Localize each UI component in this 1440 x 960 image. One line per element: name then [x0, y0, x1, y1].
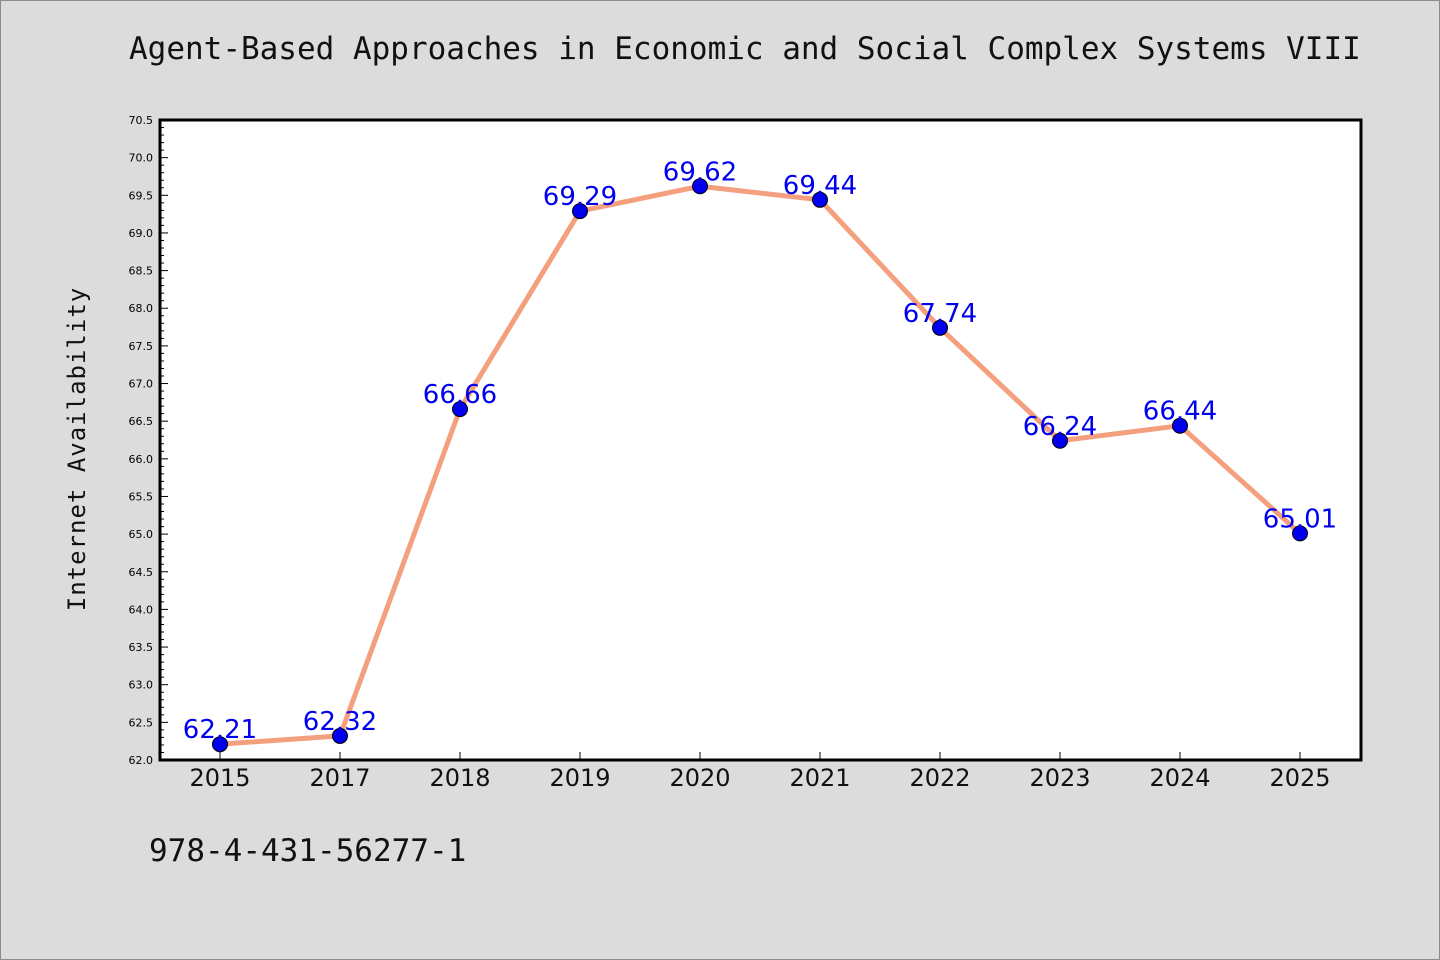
data-label: 69.29 — [543, 182, 617, 212]
plot-background — [160, 120, 1361, 760]
data-label: 62.32 — [303, 707, 377, 737]
y-tick-label: 65.5 — [129, 490, 154, 503]
y-tick-label: 67.0 — [129, 378, 154, 391]
y-tick-label: 70.5 — [129, 114, 154, 127]
data-point — [452, 401, 468, 418]
data-label: 69.62 — [663, 157, 737, 187]
y-tick-label: 66.0 — [129, 453, 154, 466]
y-tick-label: 69.5 — [129, 189, 154, 202]
x-tick-label: 2020 — [669, 764, 730, 792]
data-label: 66.24 — [1023, 412, 1097, 442]
x-tick-label: 2018 — [429, 764, 490, 792]
data-label: 67.74 — [903, 299, 977, 329]
y-tick-label: 69.0 — [129, 227, 154, 240]
data-point — [1172, 417, 1188, 434]
y-tick-label: 65.0 — [129, 528, 154, 541]
data-label: 65.01 — [1263, 504, 1337, 534]
y-tick-label: 62.0 — [129, 754, 154, 767]
x-tick-label: 2015 — [189, 764, 250, 792]
x-tick-label: 2019 — [549, 764, 610, 792]
y-tick-label: 63.5 — [129, 641, 154, 654]
data-point — [812, 191, 828, 208]
y-tick-label: 63.0 — [129, 679, 154, 692]
x-tick-label: 2021 — [789, 764, 850, 792]
data-label: 69.44 — [783, 171, 857, 201]
y-tick-label: 66.5 — [129, 415, 154, 428]
data-label: 66.44 — [1143, 397, 1217, 427]
y-tick-label: 70.0 — [129, 152, 154, 165]
data-point — [212, 736, 228, 753]
y-tick-label: 67.5 — [129, 340, 154, 353]
y-tick-label: 64.5 — [129, 566, 154, 579]
y-tick-label: 62.5 — [129, 716, 154, 729]
data-point — [572, 203, 588, 220]
x-tick-label: 2024 — [1149, 764, 1210, 792]
y-tick-label: 64.0 — [129, 603, 154, 616]
chart-title: Agent-Based Approaches in Economic and S… — [129, 31, 1361, 67]
series-line — [217, 183, 1303, 747]
data-point — [1292, 525, 1308, 542]
x-tick-label: 2023 — [1029, 764, 1090, 792]
x-tick-label: 2022 — [909, 764, 970, 792]
isbn-text: 978-4-431-56277-1 — [149, 833, 467, 869]
data-point — [692, 178, 708, 195]
x-tick-label: 2025 — [1269, 764, 1330, 792]
data-point — [932, 319, 948, 336]
y-tick-label: 68.5 — [129, 265, 154, 278]
y-tick-label: 68.0 — [129, 302, 154, 315]
data-point — [332, 727, 348, 744]
data-point — [1052, 432, 1068, 449]
x-tick-label: 2017 — [309, 764, 370, 792]
data-label: 66.66 — [423, 380, 497, 410]
plot-frame — [158, 118, 1363, 762]
data-label: 62.21 — [183, 715, 257, 745]
